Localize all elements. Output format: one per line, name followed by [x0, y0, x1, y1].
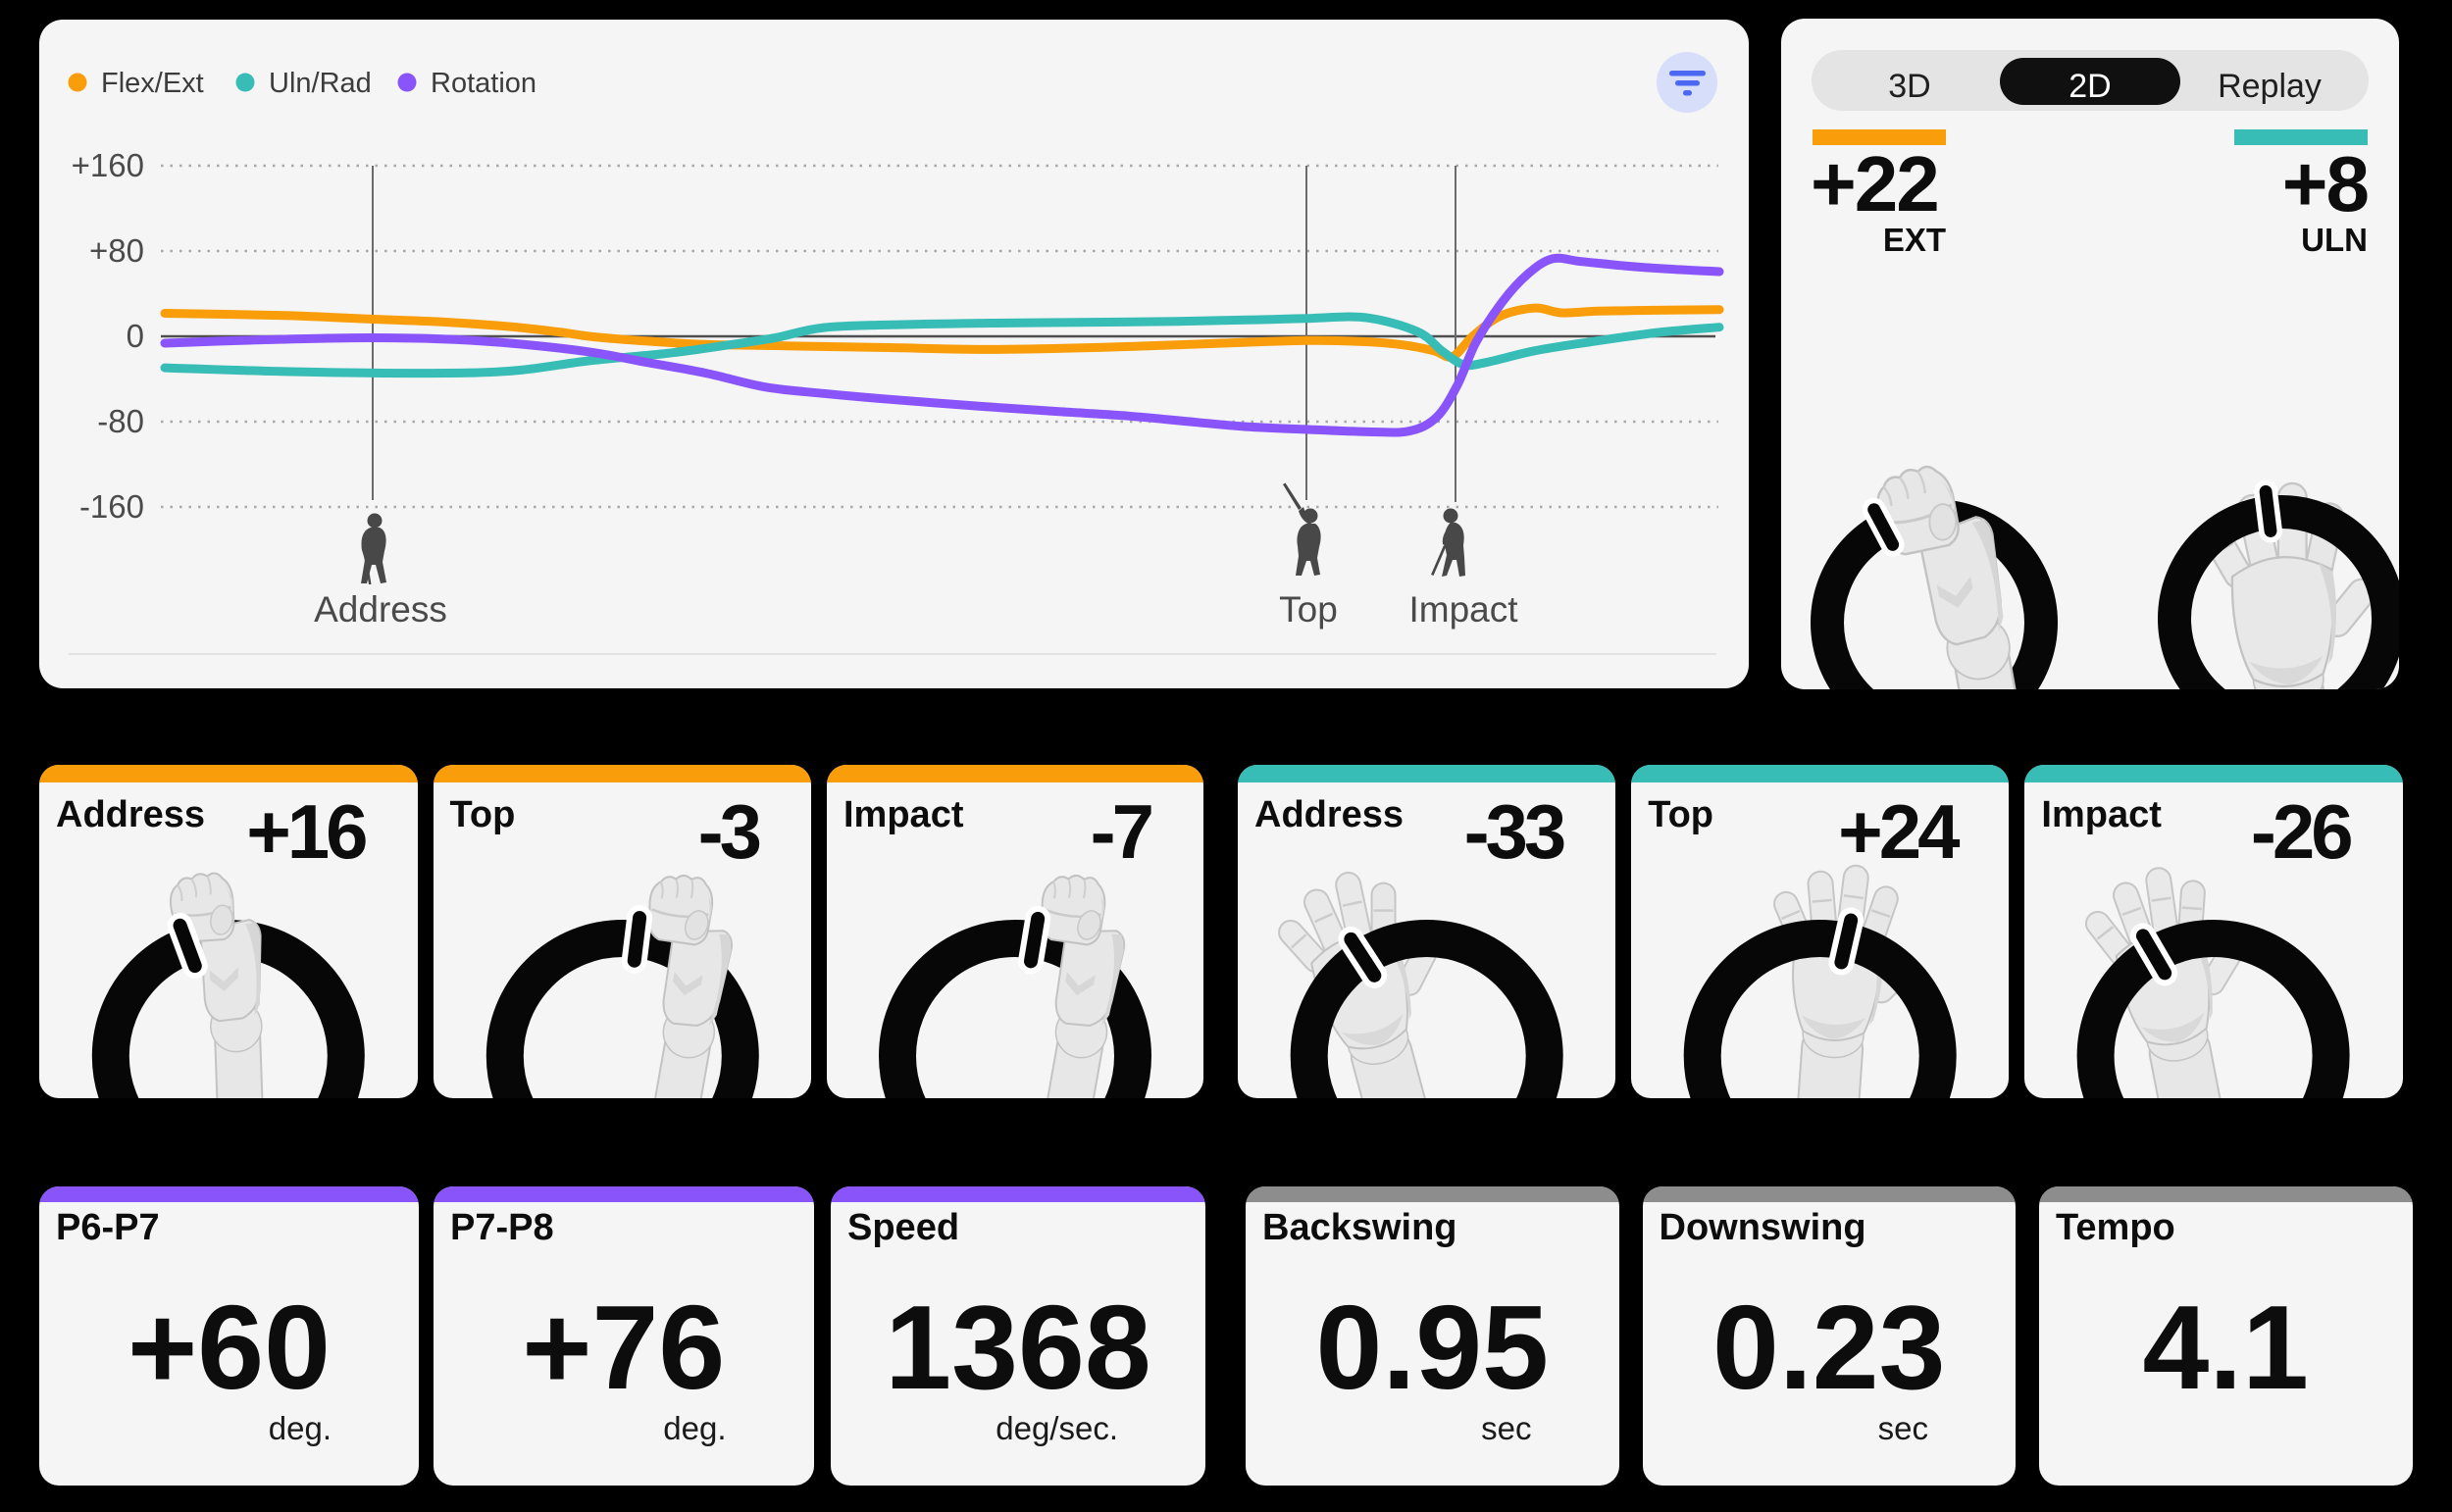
svg-text:Rotation: Rotation — [431, 68, 536, 99]
svg-text:Top: Top — [1279, 589, 1338, 630]
svg-text:-80: -80 — [97, 403, 144, 439]
svg-text:+80: +80 — [89, 232, 144, 269]
svg-text:Uln/Rad: Uln/Rad — [269, 68, 372, 99]
svg-text:+8: +8 — [2282, 140, 2369, 227]
svg-text:Address: Address — [314, 589, 447, 630]
svg-text:+22: +22 — [1811, 140, 1938, 227]
svg-text:Impact: Impact — [1408, 589, 1518, 630]
svg-text:+160: +160 — [72, 147, 144, 183]
svg-text:0: 0 — [127, 318, 144, 354]
svg-text:2D: 2D — [2069, 68, 2111, 105]
svg-text:-160: -160 — [79, 488, 144, 525]
svg-text:3D: 3D — [1888, 68, 1930, 105]
svg-text:EXT: EXT — [1883, 222, 1946, 258]
svg-text:Replay: Replay — [2218, 68, 2322, 105]
svg-text:ULN: ULN — [2301, 222, 2368, 258]
svg-text:Flex/Ext: Flex/Ext — [101, 68, 204, 99]
